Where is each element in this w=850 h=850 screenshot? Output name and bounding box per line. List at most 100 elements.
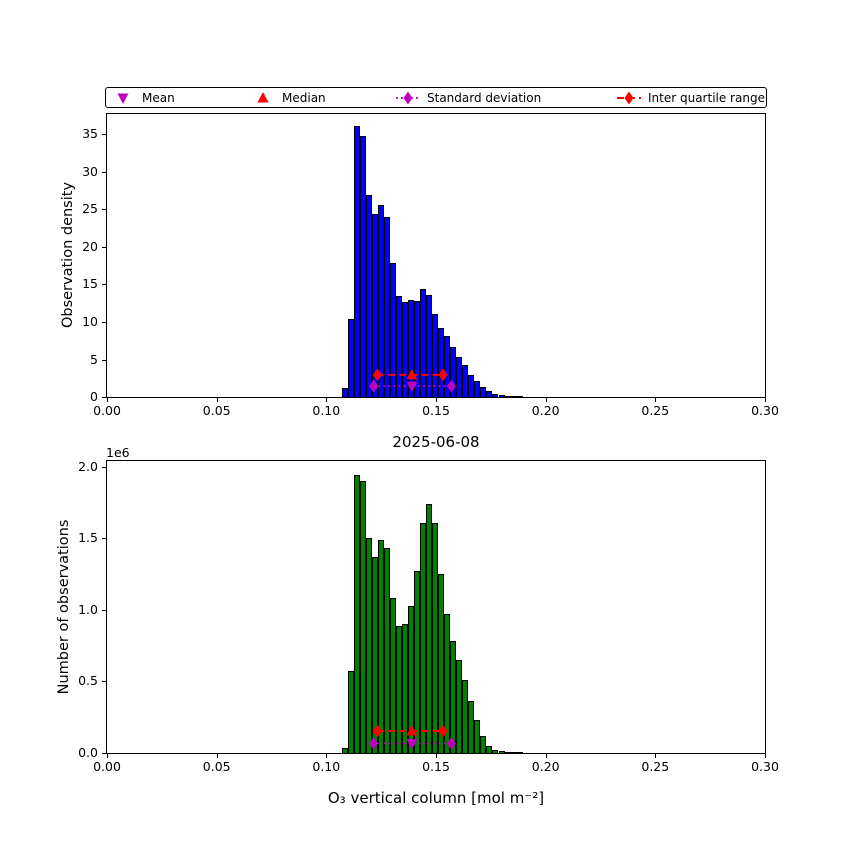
histogram-bar bbox=[462, 365, 469, 397]
histogram-bar bbox=[474, 381, 481, 397]
histogram-bar bbox=[432, 522, 439, 753]
legend-item-inter-quartile-range: Inter quartile range bbox=[616, 91, 765, 105]
histogram-bar bbox=[468, 701, 475, 753]
histogram-bar bbox=[395, 296, 402, 397]
histogram-bar bbox=[377, 539, 384, 753]
histogram-bar bbox=[389, 598, 396, 753]
x-tick-mark bbox=[436, 754, 437, 758]
iqr-low-marker bbox=[372, 724, 382, 738]
legend-marker-shape bbox=[403, 91, 413, 104]
histogram-bar bbox=[456, 659, 463, 753]
legend-marker-diamond-icon bbox=[617, 91, 641, 104]
std-low-marker bbox=[368, 736, 378, 750]
histogram-bar bbox=[462, 680, 469, 753]
top-histogram-axes bbox=[106, 113, 766, 398]
x-tick-mark bbox=[436, 398, 437, 402]
y-tick-label: 15 bbox=[82, 276, 98, 292]
iqr-high-marker bbox=[438, 368, 448, 382]
histogram-bar bbox=[341, 748, 348, 753]
x-tick-mark bbox=[545, 754, 547, 758]
x-tick-label: 0.30 bbox=[751, 759, 779, 774]
histogram-bar bbox=[492, 393, 499, 397]
histogram-bar bbox=[504, 752, 511, 753]
x-tick-mark bbox=[107, 398, 108, 402]
histogram-bar bbox=[474, 720, 481, 753]
histogram-bar bbox=[510, 752, 517, 753]
x-tick-mark bbox=[326, 398, 328, 402]
legend-label: Standard deviation bbox=[427, 90, 542, 105]
bottom-histogram-axes bbox=[106, 460, 766, 754]
histogram-bar bbox=[377, 204, 384, 397]
histogram-bar bbox=[468, 375, 475, 397]
y-tick-label: 35 bbox=[82, 126, 98, 142]
legend-marker-shape bbox=[117, 93, 129, 104]
histogram-bar bbox=[389, 263, 396, 397]
y-tick-mark bbox=[102, 246, 106, 248]
x-tick-label: 0.05 bbox=[202, 403, 231, 418]
y-tick-mark bbox=[102, 359, 106, 361]
x-tick-label: 0.00 bbox=[93, 759, 121, 774]
histogram-bar bbox=[438, 327, 445, 397]
histogram-bar bbox=[408, 605, 415, 753]
histogram-bar bbox=[426, 294, 433, 397]
x-tick-label: 0.25 bbox=[641, 403, 670, 418]
y-tick-label: 30 bbox=[82, 163, 98, 179]
x-tick-mark bbox=[765, 398, 766, 402]
y-tick-label: 2.0 bbox=[78, 458, 98, 474]
histogram-bar bbox=[408, 300, 415, 397]
x-tick-label: 0.10 bbox=[312, 403, 341, 418]
x-tick-label: 0.20 bbox=[531, 403, 560, 418]
std-high-marker bbox=[446, 736, 456, 750]
x-tick-label: 0.20 bbox=[531, 759, 560, 774]
histogram-bar bbox=[444, 614, 451, 753]
histogram-bar bbox=[486, 391, 493, 397]
median-marker bbox=[406, 724, 418, 736]
histogram-bar bbox=[359, 135, 366, 397]
legend-item-median: Median bbox=[250, 91, 326, 105]
x-tick-label: 0.25 bbox=[641, 759, 670, 774]
legend-label: Median bbox=[282, 90, 326, 105]
y-tick-label: 1.5 bbox=[78, 530, 98, 546]
y-tick-label: 25 bbox=[82, 201, 98, 217]
y-tick-mark bbox=[102, 609, 106, 611]
mean-marker bbox=[406, 738, 418, 750]
histogram-bar bbox=[456, 357, 463, 397]
histogram-bar bbox=[426, 503, 433, 753]
y-tick-mark bbox=[102, 284, 106, 286]
histogram-bar bbox=[353, 126, 360, 397]
histogram-bar bbox=[420, 288, 427, 397]
x-tick-mark bbox=[216, 398, 218, 402]
y-tick-label: 0.0 bbox=[78, 745, 98, 760]
histogram-bar bbox=[402, 301, 409, 397]
histogram-bar bbox=[365, 195, 372, 397]
histogram-bar bbox=[438, 574, 445, 753]
histogram-bar bbox=[450, 641, 457, 753]
legend-marker-diamond-icon bbox=[396, 91, 420, 104]
x-tick-label: 0.15 bbox=[422, 759, 450, 774]
histogram-bar bbox=[504, 395, 511, 397]
histogram-bar bbox=[498, 394, 505, 397]
x-tick-label: 0.10 bbox=[312, 759, 341, 774]
x-tick-mark bbox=[655, 398, 657, 402]
x-tick-mark bbox=[655, 754, 657, 758]
legend: Mean Median Standard deviation Inter quarti… bbox=[105, 87, 767, 108]
y-tick-mark bbox=[102, 753, 106, 754]
iqr-high-marker bbox=[438, 724, 448, 738]
histogram-bar bbox=[486, 746, 493, 753]
histogram-bar bbox=[414, 571, 421, 753]
histogram-bar bbox=[480, 387, 487, 397]
histogram-bar bbox=[444, 336, 451, 397]
stats-markers-overlay bbox=[368, 368, 456, 393]
y-tick-label: 0 bbox=[90, 389, 98, 404]
x-tick-mark bbox=[216, 754, 218, 758]
histogram-bar bbox=[414, 300, 421, 397]
legend-label: Inter quartile range bbox=[648, 90, 765, 105]
y-tick-mark bbox=[102, 134, 106, 136]
legend-marker-triangle-down-icon bbox=[117, 93, 129, 104]
y-tick-label: 5 bbox=[90, 351, 98, 367]
y-tick-mark bbox=[102, 466, 106, 468]
legend-item-standard-deviation: Standard deviation bbox=[395, 91, 541, 105]
legend-item-mean: Mean bbox=[110, 91, 175, 105]
histogram-bar bbox=[516, 752, 523, 753]
